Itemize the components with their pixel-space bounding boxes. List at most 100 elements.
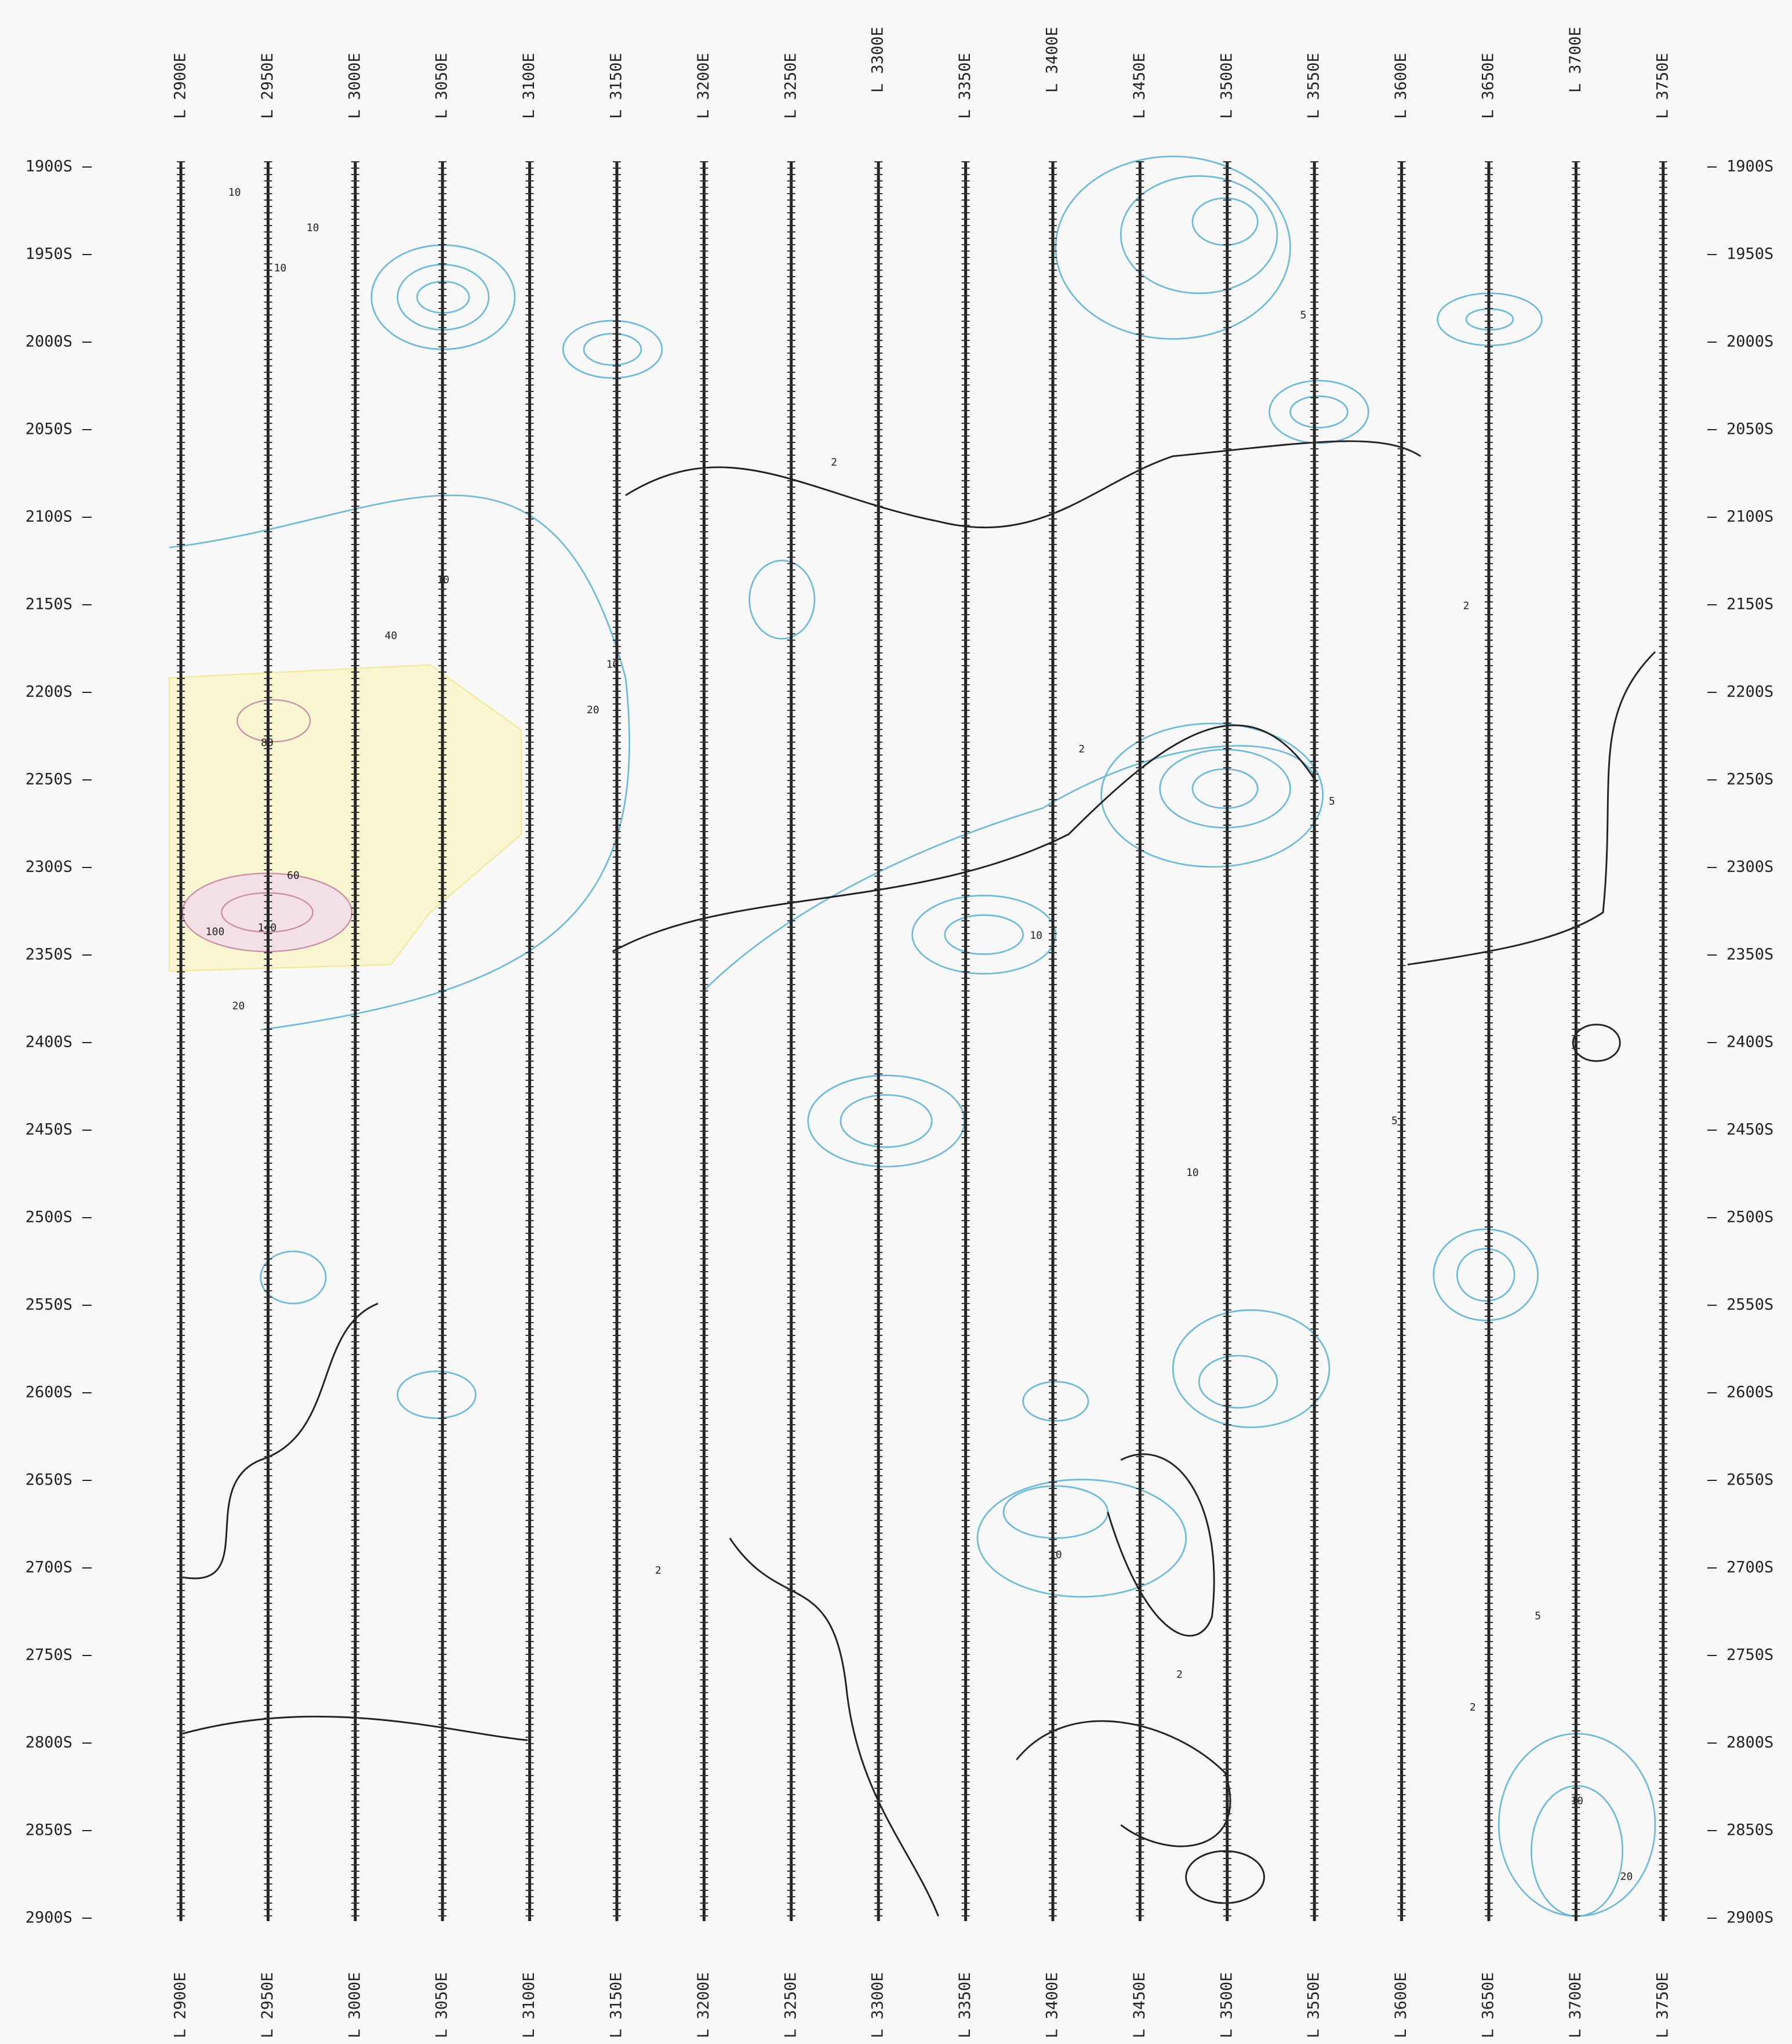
row-label-right: 2900S (1726, 1909, 1773, 1927)
contour-label: 5 (1329, 796, 1335, 808)
contour-label: 80 (261, 736, 274, 749)
row-label-left: 2000S (26, 333, 72, 351)
contour-label: 10 (606, 658, 619, 670)
line-label-bottom: L 3300E (869, 1972, 887, 2038)
contour-label: 5 (1300, 309, 1307, 321)
row-label-left: 2550S (26, 1296, 72, 1314)
row-label-right: 2450S (1726, 1121, 1773, 1139)
line-label-bottom: L 3100E (520, 1972, 538, 2038)
line-label-bottom: L 3700E (1566, 1972, 1584, 2038)
row-label-left: 2600S (26, 1384, 72, 1402)
contour-label: 140 (258, 922, 277, 934)
row-label-right: 2700S (1726, 1559, 1773, 1577)
contour-label: 5 (1391, 1114, 1398, 1127)
line-label-top: L 3600E (1392, 53, 1410, 119)
line-label-top: L 3650E (1480, 53, 1497, 119)
row-label-right: 2100S (1726, 508, 1773, 526)
line-label-top: L 3050E (433, 53, 451, 119)
row-label-left: 2900S (26, 1909, 72, 1927)
line-label-top: L 3100E (520, 53, 538, 119)
line-label-top: L 3000E (346, 53, 364, 119)
line-label-bottom: L 3500E (1217, 1972, 1235, 2038)
line-label-bottom: L 3050E (433, 1972, 451, 2038)
contour-label: 2 (1470, 1701, 1476, 1713)
row-label-right: 2800S (1726, 1734, 1773, 1752)
contour-label: 40 (385, 630, 398, 642)
survey-map: L 2900E L 2900E L 2950E L 2950E L 3000E L 300… (0, 0, 1792, 2044)
line-label-top: L 2950E (259, 53, 277, 119)
contour-label: 10 (274, 262, 286, 274)
line-label-top: L 3700E (1566, 27, 1584, 93)
row-label-left: 2400S (26, 1033, 72, 1051)
contour-label: 20 (1620, 1871, 1633, 1883)
row-label-left: 2700S (26, 1559, 72, 1577)
row-label-right: 2000S (1726, 333, 1773, 351)
contour-label: 20 (587, 704, 599, 716)
contour-label: 10 (1571, 1795, 1583, 1807)
row-label-right: 2050S (1726, 420, 1773, 438)
line-label-bottom: L 3250E (781, 1972, 799, 2038)
line-label-top: L 3550E (1305, 53, 1323, 119)
row-label-left: 2500S (26, 1208, 72, 1226)
contour-label: 60 (287, 870, 300, 882)
line-label-top: L 2900E (172, 53, 190, 119)
line-label-bottom: L 2900E (172, 1972, 190, 2038)
contour-label: 10 (437, 573, 449, 586)
contour-label: 2 (655, 1564, 661, 1577)
row-label-left: 2850S (26, 1821, 72, 1839)
line-label-bottom: L 3000E (346, 1972, 364, 2038)
row-label-left: 2300S (26, 858, 72, 876)
row-label-right: 2850S (1726, 1821, 1773, 1839)
line-label-bottom: L 3450E (1131, 1972, 1148, 2038)
row-label-right: 2300S (1726, 858, 1773, 876)
row-label-right: 2750S (1726, 1646, 1773, 1664)
line-label-top: L 3750E (1653, 53, 1671, 119)
contour-label: 2 (1463, 600, 1470, 612)
row-label-right: 2150S (1726, 596, 1773, 613)
row-label-left: 2250S (26, 771, 72, 789)
contour-label: 2 (831, 456, 837, 469)
line-label-top: L 3450E (1131, 53, 1148, 119)
contour-label: 10 (1049, 1549, 1062, 1561)
row-label-right: 1900S (1726, 158, 1773, 176)
row-label-left: 1900S (26, 158, 72, 176)
line-label-top: L 3350E (956, 53, 974, 119)
row-label-left: 2350S (26, 946, 72, 964)
line-label-bottom: L 3600E (1392, 1972, 1410, 2038)
row-label-right: 2600S (1726, 1384, 1773, 1402)
row-label-right: 2250S (1726, 771, 1773, 789)
contour-label: 100 (206, 925, 225, 938)
line-label-bottom: L 3350E (956, 1972, 974, 2038)
line-label-bottom: L 3550E (1305, 1972, 1323, 2038)
row-label-right: 2500S (1726, 1208, 1773, 1226)
row-label-right: 2400S (1726, 1033, 1773, 1051)
line-label-bottom: L 3750E (1653, 1972, 1671, 2038)
row-label-left: 2050S (26, 420, 72, 438)
row-label-right: 2350S (1726, 946, 1773, 964)
contour-label: 10 (228, 187, 241, 199)
contour-label: 10 (307, 222, 319, 234)
row-label-left: 2100S (26, 508, 72, 526)
line-label-top: L 3500E (1217, 53, 1235, 119)
line-label-top: L 3200E (695, 53, 713, 119)
contour-label: 10 (1186, 1167, 1199, 1179)
line-label-bottom: L 2950E (259, 1972, 277, 2038)
row-label-right: 2650S (1726, 1471, 1773, 1489)
row-label-right: 2200S (1726, 683, 1773, 701)
line-label-bottom: L 3400E (1044, 1972, 1062, 2038)
row-label-left: 2450S (26, 1121, 72, 1139)
contour-label: 10 (1030, 930, 1042, 942)
line-label-bottom: L 3200E (695, 1972, 713, 2038)
row-label-right: 2550S (1726, 1296, 1773, 1314)
contour-label: 2 (1176, 1669, 1183, 1681)
row-label-left: 1950S (26, 245, 72, 263)
line-label-top: L 3400E (1044, 27, 1062, 93)
row-label-left: 2150S (26, 596, 72, 613)
row-label-left: 2650S (26, 1471, 72, 1489)
line-label-bottom: L 3150E (608, 1972, 626, 2038)
contour-label: 2 (1078, 743, 1085, 756)
row-label-left: 2200S (26, 683, 72, 701)
line-label-bottom: L 3650E (1480, 1972, 1497, 2038)
row-label-left: 2750S (26, 1646, 72, 1664)
contour-label: 20 (232, 1000, 245, 1012)
